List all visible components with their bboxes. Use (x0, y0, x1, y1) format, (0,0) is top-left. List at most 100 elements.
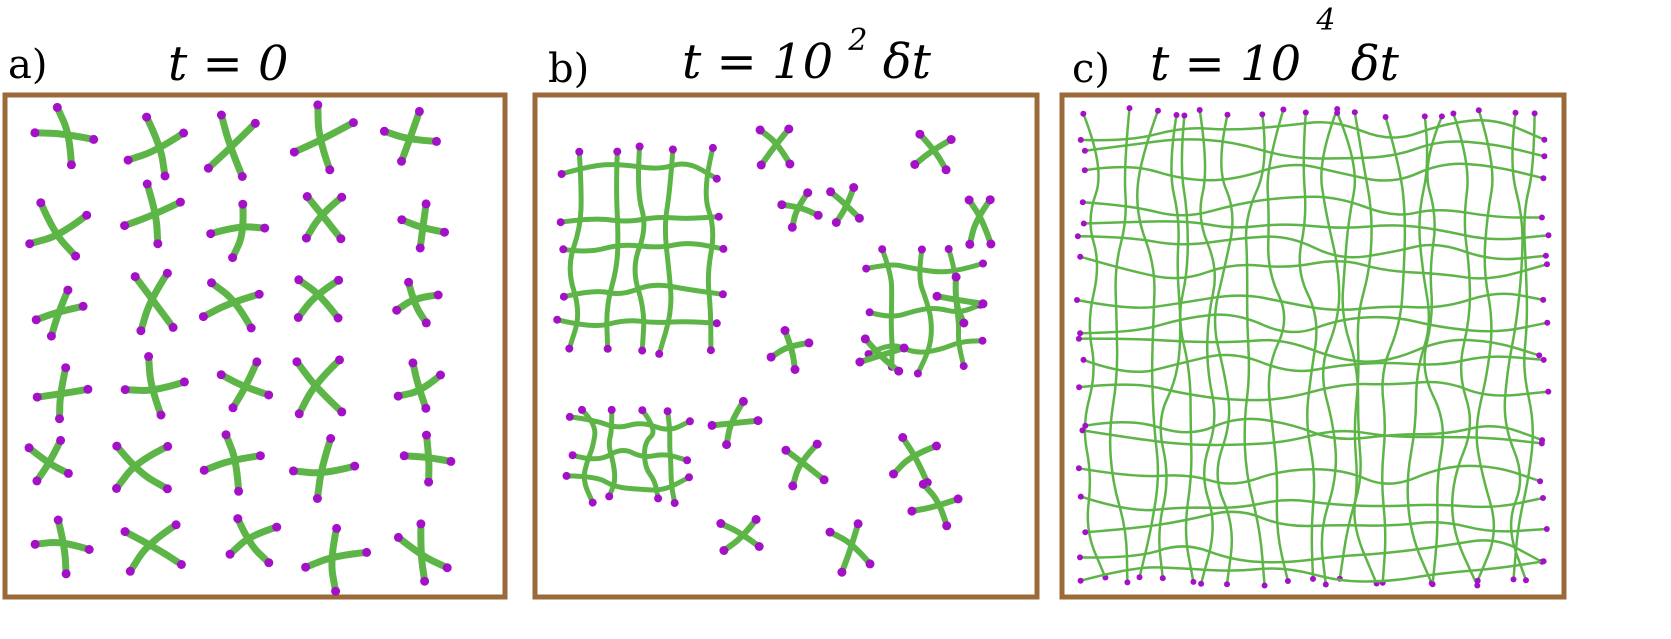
filament-end-dot (1074, 297, 1080, 303)
filament-end-dot (790, 365, 800, 374)
filament-end-dot (1538, 440, 1545, 447)
panel-c-label: c) (1072, 46, 1110, 92)
cross-linker (289, 100, 358, 175)
filament-end-dot (565, 344, 574, 353)
filament-end-dot (1136, 574, 1143, 581)
cross-linker (30, 515, 94, 579)
filament-end-dot (168, 322, 178, 332)
panel-a-time: t = 0 (168, 36, 289, 92)
filament-end-dot (655, 349, 664, 358)
cross-linker (199, 430, 265, 496)
filament-end-dot (907, 506, 917, 516)
filament-end-dot (254, 289, 264, 299)
filament-end-dot (264, 558, 274, 568)
filament-end-dot (337, 407, 347, 417)
filament-end-dot (424, 477, 434, 487)
network-filament (1081, 429, 1544, 447)
cross-arm (400, 452, 455, 465)
filament-end-dot (175, 197, 185, 207)
filament-end-dot (915, 129, 925, 139)
filament-end-dot (751, 515, 761, 524)
filament-end-dot (25, 239, 35, 249)
filament-end-dot (1224, 111, 1231, 118)
filament-end-dot (837, 567, 847, 577)
filament-end-dot (207, 278, 216, 288)
cluster-filament (564, 473, 692, 493)
filament-end-dot (1510, 576, 1517, 583)
filament-end-dot (292, 357, 302, 367)
filament-end-dot (1540, 356, 1547, 363)
filament-end-dot (865, 559, 875, 569)
filament-end-dot (433, 290, 443, 300)
cross-arm (398, 216, 448, 236)
filament-end-dot (1077, 493, 1084, 500)
cluster-filament (559, 161, 720, 182)
filament-end-dot (635, 142, 644, 151)
filament-end-dot (379, 126, 389, 136)
network-filament (1081, 195, 1544, 219)
filament-end-dot (568, 451, 577, 460)
cross-linker (225, 514, 282, 568)
cluster-filament (554, 317, 720, 328)
network-filament (1082, 220, 1550, 241)
cross-arm (37, 199, 80, 260)
filament-end-dot (348, 118, 358, 128)
filament-end-dot (607, 405, 616, 414)
filament-end-dot (63, 285, 73, 295)
filament-end-dot (959, 318, 969, 328)
cluster-filament (567, 414, 693, 432)
filament-end-dot (1421, 113, 1428, 120)
network-filament (1084, 510, 1549, 534)
cluster-filament (879, 246, 895, 370)
cross-linker (112, 441, 173, 494)
network-filament (1380, 115, 1407, 584)
filament-end-dot (199, 465, 209, 475)
filament-end-dot (1474, 582, 1481, 589)
filament-end-dot (260, 223, 270, 233)
filament-end-dot (685, 417, 694, 426)
filament-end-dot (24, 443, 34, 453)
filament-end-dot (853, 519, 863, 529)
cross-arm (289, 462, 359, 477)
filament-end-dot (719, 244, 728, 253)
filament-end-dot (986, 239, 996, 249)
cross-linker (203, 110, 260, 181)
filament-end-dot (421, 199, 431, 209)
filament-end-dot (1075, 465, 1082, 472)
panel-c-network (1074, 105, 1552, 589)
cross-arm (32, 302, 87, 324)
filament-end-dot (1531, 110, 1538, 117)
filament-end-dot (1081, 147, 1088, 154)
filament-end-dot (1537, 478, 1544, 485)
network-filament (1450, 112, 1479, 587)
filament-end-dot (120, 385, 130, 395)
panel-b-clusters (553, 124, 996, 577)
cross-arm (920, 481, 950, 529)
cross-linker (907, 479, 963, 531)
network-filament (1158, 113, 1182, 580)
filament-end-dot (722, 440, 732, 450)
cross-linker (123, 112, 189, 181)
filament-end-dot (918, 479, 928, 489)
filament-end-dot (156, 410, 166, 420)
filament-end-dot (252, 357, 262, 367)
filament-end-dot (206, 229, 216, 239)
filament-end-dot (755, 125, 765, 135)
filament-end-dot (613, 147, 622, 156)
filament-end-dot (436, 370, 445, 380)
filament-end-dot (932, 291, 942, 301)
network-filament (1512, 112, 1536, 581)
filament-end-dot (61, 569, 71, 579)
filament-end-dot (302, 192, 312, 201)
filament-end-dot (63, 468, 73, 478)
filament-end-dot (1077, 577, 1084, 584)
filament-end-dot (1259, 111, 1266, 118)
cross-arm (302, 548, 371, 571)
filament-end-dot (1159, 575, 1166, 582)
cross-arm (757, 127, 793, 167)
network-filament (1335, 111, 1362, 581)
cross-linker (781, 439, 829, 491)
cross-arm (124, 129, 188, 164)
filament-end-dot (336, 234, 346, 244)
